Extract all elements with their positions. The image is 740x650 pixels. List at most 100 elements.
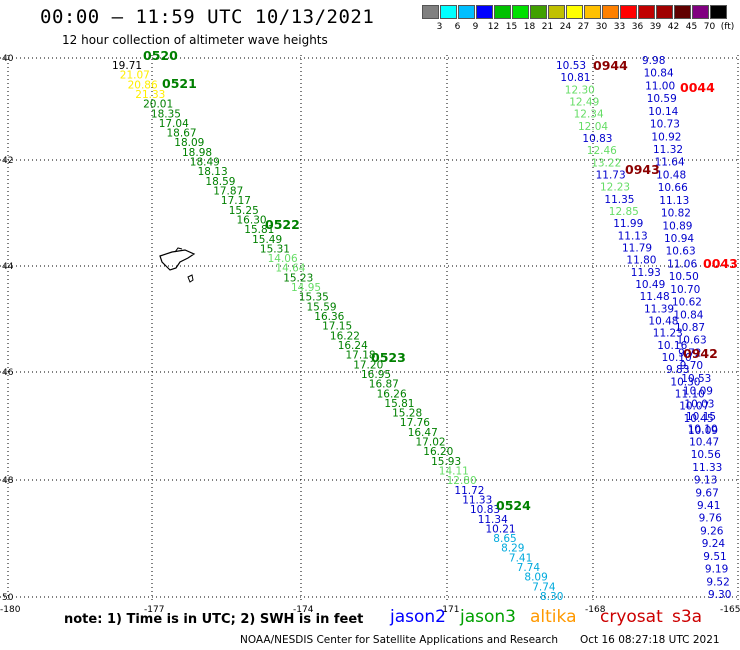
wave-height-value: 16.47 xyxy=(408,427,438,439)
wave-height-value: 12.85 xyxy=(609,206,639,218)
pass-time-label: 0523 xyxy=(371,350,406,365)
generated-timestamp: Oct 16 08:27:18 UTC 2021 xyxy=(580,634,720,646)
wave-height-value: 11.13 xyxy=(659,195,689,207)
island-outline xyxy=(159,247,196,283)
scale-swatch xyxy=(458,5,475,19)
wave-height-value: 12.34 xyxy=(574,109,604,121)
pass-time-label: 0520 xyxy=(143,48,178,63)
wave-height-value: 11.32 xyxy=(653,144,683,156)
wave-height-value: 15.23 xyxy=(283,272,313,284)
scale-label: 15 xyxy=(505,22,518,32)
satellite-name: jason2 xyxy=(390,607,446,627)
satellite-name: s3a xyxy=(672,607,703,627)
wave-height-value: 9.26 xyxy=(700,525,724,537)
satellite-name: jason3 xyxy=(460,607,516,627)
wave-height-value: 10.53 xyxy=(556,60,586,72)
scale-swatch xyxy=(602,5,619,19)
wave-height-value: 10.10 xyxy=(662,352,692,364)
wave-height-value: 16.36 xyxy=(314,311,344,323)
wave-height-value: 9.24 xyxy=(702,538,726,550)
scale-swatch xyxy=(530,5,547,19)
scale-label: 18 xyxy=(523,22,536,32)
wave-height-value: 9.52 xyxy=(706,576,729,588)
scale-label: 21 xyxy=(541,22,554,32)
scale-label: (ft) xyxy=(720,22,735,32)
scale-swatch xyxy=(494,5,511,19)
wave-height-value: 20.01 xyxy=(143,99,173,111)
wave-height-value: 10.10 xyxy=(688,424,718,436)
wave-height-value: 17.17 xyxy=(221,195,251,207)
scale-label: 12 xyxy=(487,22,500,32)
wave-height-value: 15.25 xyxy=(229,205,259,217)
wave-height-value: 10.47 xyxy=(689,436,719,448)
wave-height-value: 9.72 xyxy=(678,347,701,359)
latitude-label: 50 xyxy=(2,593,14,603)
scale-label: 39 xyxy=(649,22,662,32)
wave-height-value: 10.07 xyxy=(679,401,709,413)
wave-height-value: 11.79 xyxy=(622,243,652,255)
scale-label: 70 xyxy=(703,22,716,32)
wave-height-value: 9.13 xyxy=(694,475,717,487)
wave-height-value: 10.49 xyxy=(635,279,665,291)
scale-swatch xyxy=(656,5,673,19)
wave-height-value: 15.81 xyxy=(244,224,274,236)
scale-label: 42 xyxy=(667,22,680,32)
scale-swatch xyxy=(422,5,439,19)
wave-height-value: 11.99 xyxy=(613,218,643,230)
wave-height-value: 16.30 xyxy=(237,215,267,227)
wave-height-value: 8.30 xyxy=(540,591,563,603)
wave-height-value: 7.41 xyxy=(509,552,532,564)
latitude-label: 46 xyxy=(2,368,14,378)
wave-height-value: 11.48 xyxy=(640,291,670,303)
scale-label: 9 xyxy=(472,22,479,32)
wave-height-value: 10.03 xyxy=(684,398,714,410)
scale-label: 6 xyxy=(454,22,461,32)
wave-height-value: 14.06 xyxy=(268,253,298,265)
wave-height-value: 11.93 xyxy=(631,267,661,279)
wave-height-value: 14.95 xyxy=(291,282,321,294)
wave-height-value: 10.09 xyxy=(683,386,713,398)
wave-height-value: 8.29 xyxy=(501,543,524,555)
wave-height-value: 17.76 xyxy=(400,417,430,429)
wave-height-value: 12.04 xyxy=(578,121,608,133)
wave-height-value: 10.73 xyxy=(650,119,680,131)
satellite-name: cryosat xyxy=(600,607,663,627)
wave-height-value: 9.41 xyxy=(697,500,720,512)
scale-swatch xyxy=(566,5,583,19)
wave-height-value: 16.95 xyxy=(361,369,391,381)
wave-height-value: 18.98 xyxy=(182,147,212,159)
wave-height-value: 9.30 xyxy=(708,589,731,601)
scale-label: 36 xyxy=(631,22,644,32)
wave-height-value: 19.71 xyxy=(112,60,142,72)
wave-height-value: 9.76 xyxy=(699,513,723,525)
wave-height-value: 15.81 xyxy=(384,398,414,410)
wave-height-value: 10.63 xyxy=(677,335,707,347)
wave-height-value: 10.82 xyxy=(661,208,691,220)
page-title: 00:00 – 11:59 UTC 10/13/2021 xyxy=(40,6,375,28)
wave-height-value: 11.10 xyxy=(675,389,705,401)
wave-height-value: 18.49 xyxy=(190,157,220,169)
wave-height-value: 15.35 xyxy=(299,292,329,304)
wave-height-value: 9.98 xyxy=(642,55,665,67)
scale-swatch xyxy=(440,5,457,19)
wave-height-value: 10.14 xyxy=(648,106,678,118)
wave-height-value: 9.83 xyxy=(666,364,689,376)
wave-height-value: 10.94 xyxy=(664,233,694,245)
wave-height-value: 9.70 xyxy=(680,360,703,372)
wave-height-value: 10.59 xyxy=(647,93,677,105)
wave-height-value: 9.19 xyxy=(705,564,728,576)
wave-height-value: 10.48 xyxy=(648,316,678,328)
scale-swatch xyxy=(512,5,529,19)
wave-height-value: 11.00 xyxy=(645,80,675,92)
wave-height-value: 10.81 xyxy=(560,72,590,84)
wave-height-value: 9.51 xyxy=(703,551,726,563)
wave-height-value: 15.28 xyxy=(392,408,422,420)
longitude-label: -168 xyxy=(585,605,606,615)
wave-height-value: 18.67 xyxy=(167,128,197,140)
satellite-name: altika xyxy=(530,607,577,627)
longitude-label: -171 xyxy=(439,605,459,615)
wave-height-value: 12.46 xyxy=(587,145,617,157)
wave-height-value: 10.30 xyxy=(670,376,700,388)
longitude-label: -174 xyxy=(293,605,314,615)
wave-height-value: 7.74 xyxy=(532,581,556,593)
